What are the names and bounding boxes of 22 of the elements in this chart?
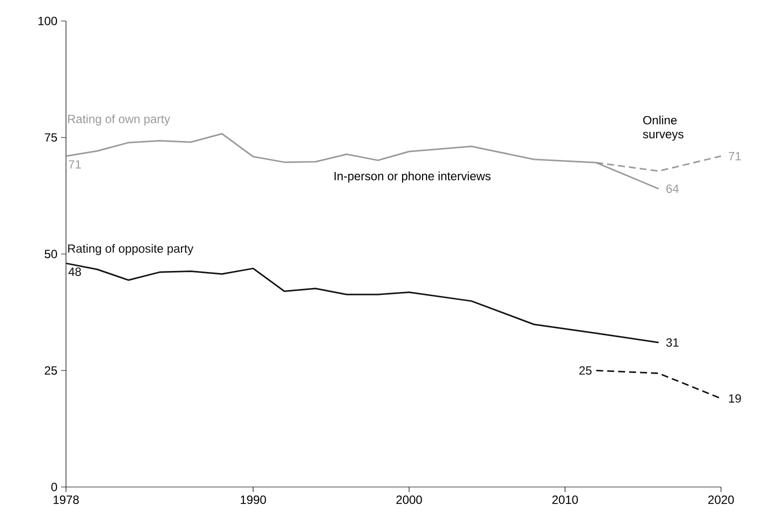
data-label: 25 xyxy=(579,366,592,375)
series-label: Rating of opposite party xyxy=(68,244,194,256)
y-tick-label: 0 xyxy=(51,482,58,492)
y-tick-label: 50 xyxy=(44,250,58,258)
data-label: 48 xyxy=(68,268,81,276)
data-label: 64 xyxy=(666,184,679,193)
annotation: Online surveys xyxy=(642,116,684,141)
data-label: 31 xyxy=(666,338,679,347)
x-tick-label: 2010 xyxy=(552,496,578,504)
data-label: 71 xyxy=(68,160,81,169)
line-series xyxy=(65,262,660,344)
y-tick-label: 100 xyxy=(38,16,58,26)
y-tick-label: 75 xyxy=(44,133,57,142)
y-tick-label: 25 xyxy=(44,366,57,375)
series-label: Rating of own party xyxy=(68,114,170,126)
data-label: 71 xyxy=(728,152,741,160)
x-tick-label: 1990 xyxy=(240,496,266,504)
data-label: 19 xyxy=(729,394,741,403)
x-tick-label: 2020 xyxy=(708,496,734,504)
annotation: In-person or phone interviews xyxy=(334,172,491,183)
x-tick-label: 1978 xyxy=(54,496,79,504)
x-tick-label: 2000 xyxy=(396,496,422,504)
